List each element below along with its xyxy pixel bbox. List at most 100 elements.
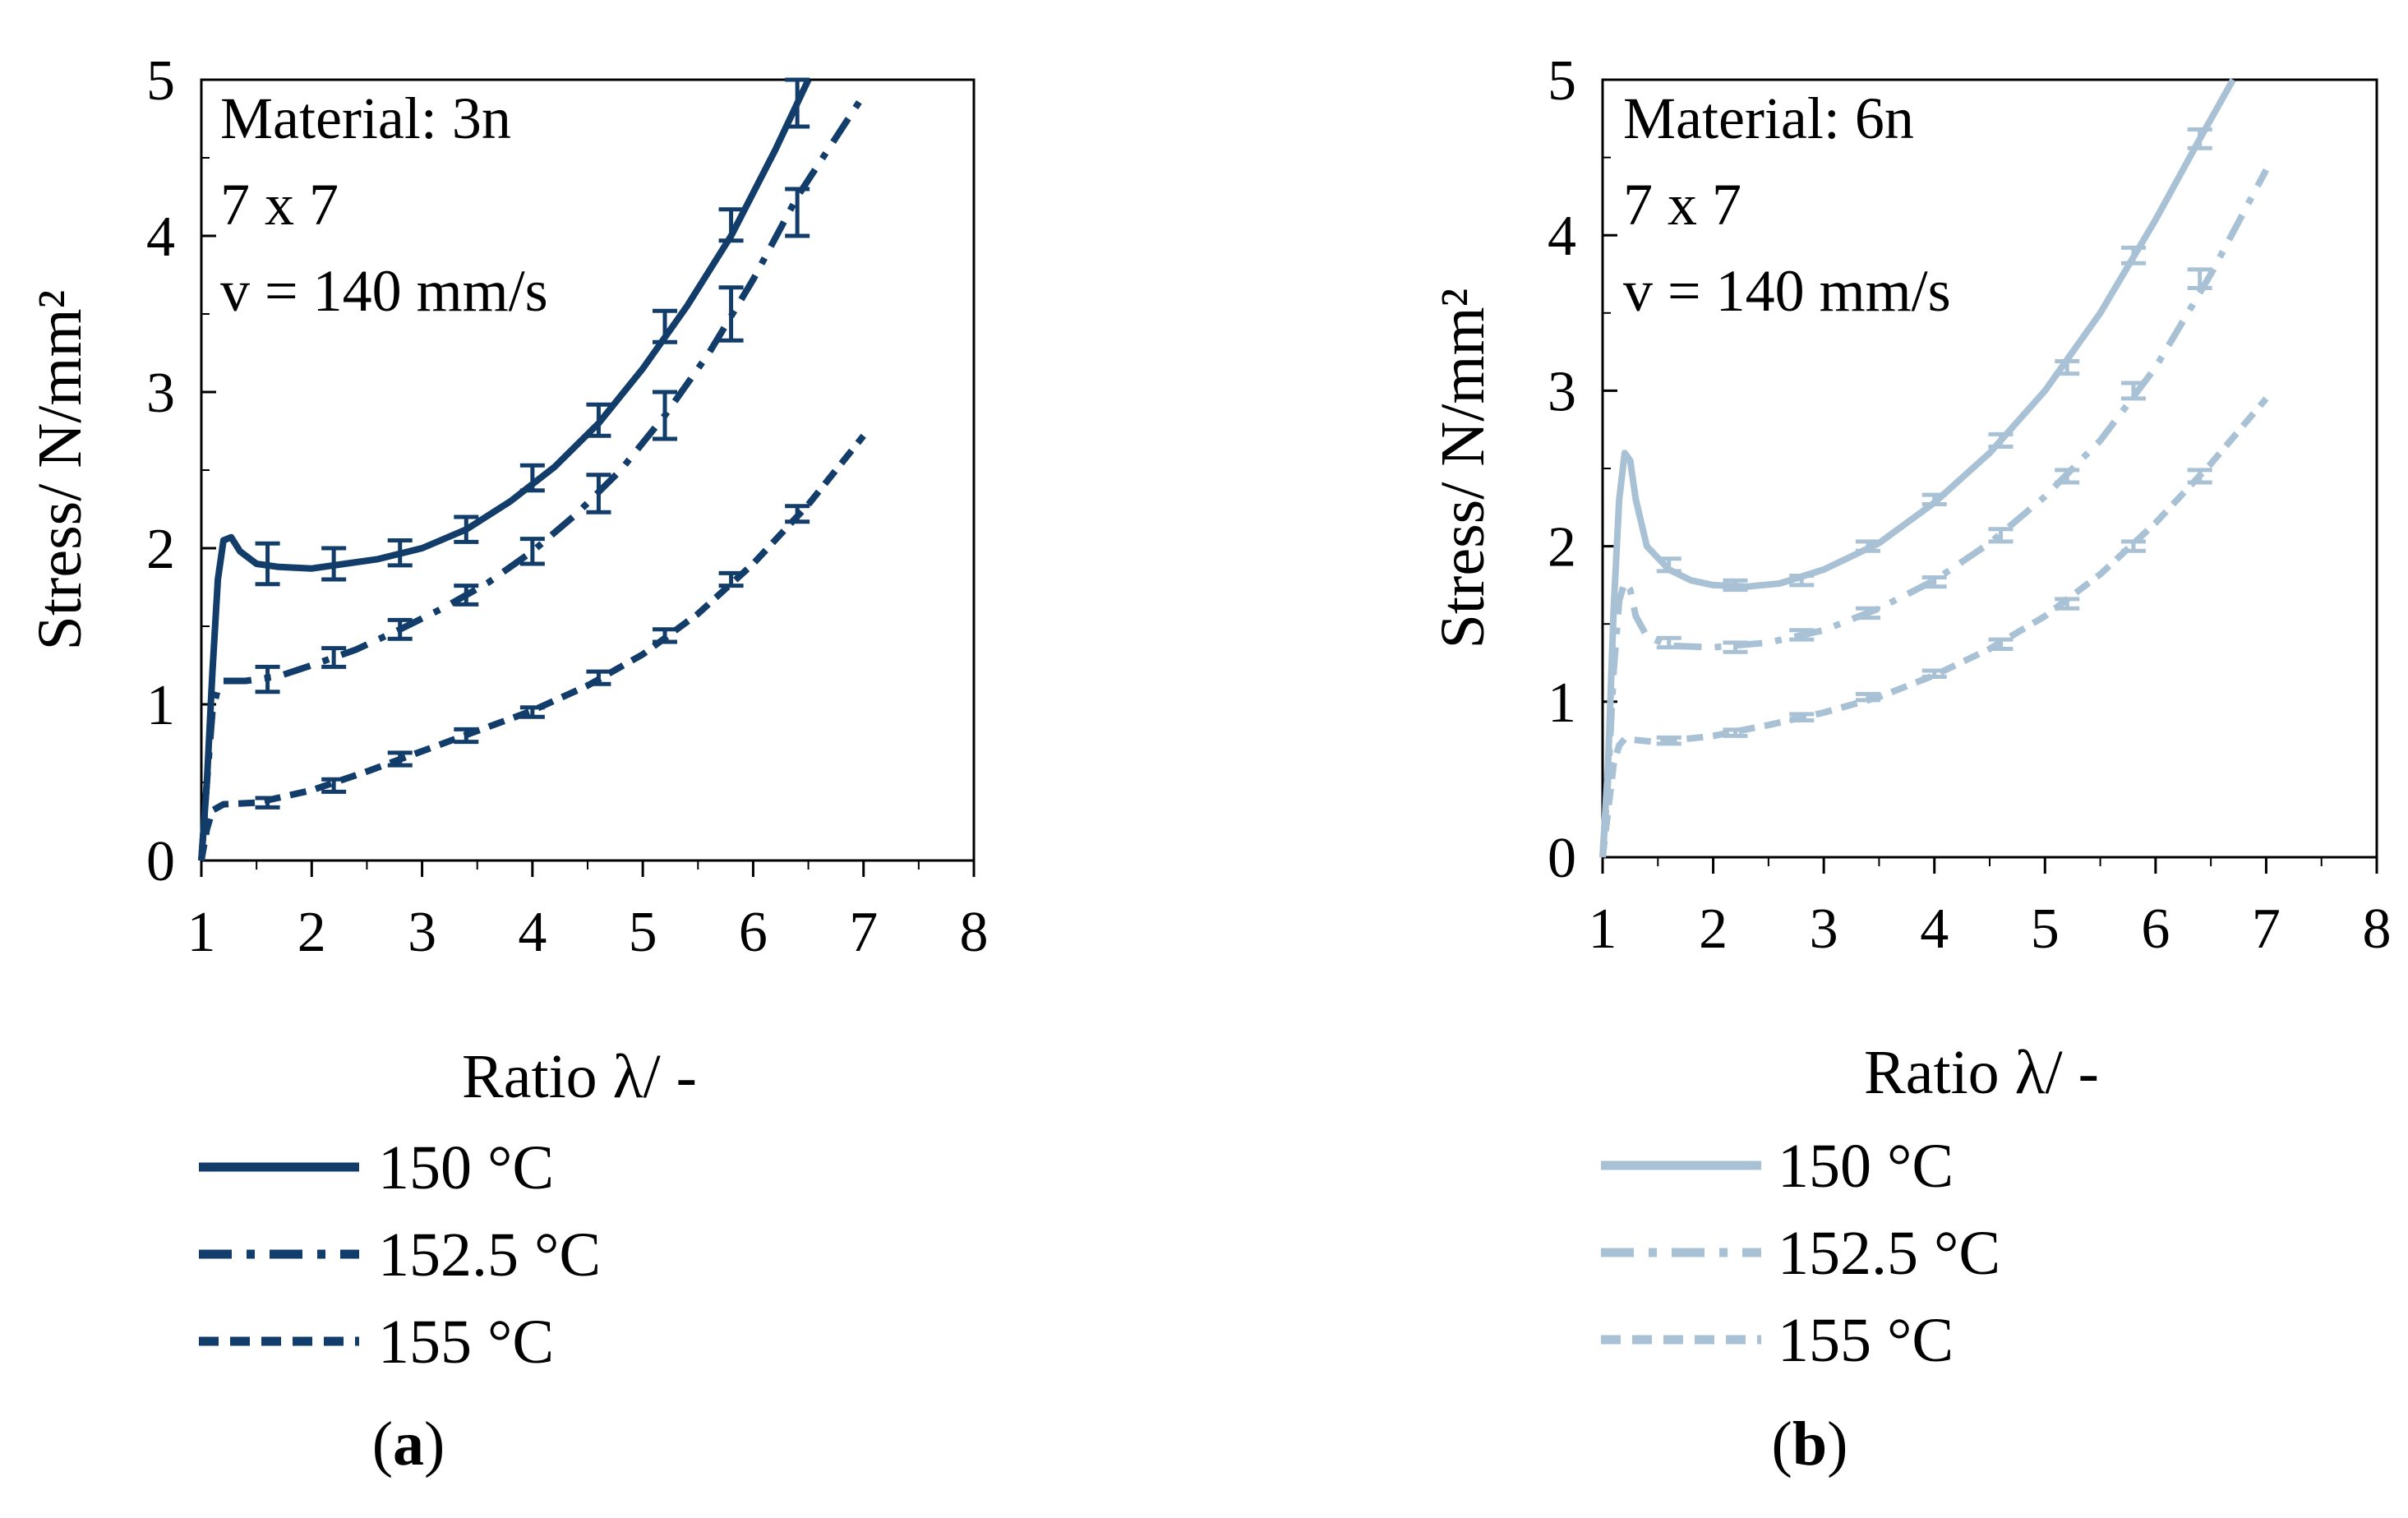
error-bar	[2120, 245, 2146, 265]
error-bar	[2187, 468, 2212, 485]
x-tick-label: 6	[2141, 897, 2170, 961]
error-bar	[321, 546, 347, 582]
error-bar	[2055, 358, 2080, 376]
x-tick-label: 1	[187, 901, 216, 964]
x-tick-label: 5	[629, 901, 657, 964]
series-line-dashdot	[1599, 168, 2269, 858]
error-bar	[1921, 668, 1947, 680]
error-bar	[2055, 468, 2080, 485]
error-bar	[1855, 606, 1880, 621]
x-tick-label: 4	[1920, 897, 1949, 961]
y-tick-label: 0	[1548, 827, 1576, 890]
error-bar	[321, 646, 347, 669]
panel-caption: (b)	[1772, 1410, 1848, 1479]
x-tick-label: 2	[298, 901, 326, 964]
legend-label: 155 °C	[1778, 1306, 1954, 1375]
error-bar	[653, 308, 677, 344]
error-bar	[2055, 597, 2080, 611]
error-bar	[2187, 267, 2212, 291]
legend-label: 150 °C	[1778, 1132, 1954, 1201]
error-bar	[586, 669, 611, 686]
x-axis-label: Ratio λ/ -	[1864, 1038, 2099, 1107]
error-bar	[1656, 735, 1681, 746]
annotation-text: Material: 3n	[220, 85, 511, 151]
error-bar	[1855, 691, 1880, 703]
error-bar	[1789, 628, 1815, 642]
error-bar	[387, 750, 413, 768]
y-axis-label: Stress/ N/mm²	[25, 290, 95, 651]
error-bar	[1723, 727, 1748, 738]
annotation-text: v = 140 mm/s	[220, 258, 548, 324]
y-tick-label: 2	[146, 518, 175, 581]
y-tick-label: 3	[146, 362, 175, 425]
error-bar	[519, 463, 545, 493]
error-bar	[454, 727, 479, 745]
x-axis-label: Ratio λ/ -	[462, 1042, 697, 1111]
error-bar	[2120, 381, 2146, 401]
x-tick-label: 3	[408, 901, 436, 964]
error-bar	[785, 187, 810, 238]
x-tick-label: 5	[2031, 897, 2060, 961]
y-tick-label: 3	[1548, 360, 1576, 423]
legend-label: 150 °C	[378, 1133, 554, 1202]
error-bar	[2120, 539, 2146, 553]
error-bar	[653, 390, 677, 441]
error-bar	[2187, 127, 2212, 150]
error-bar	[255, 541, 280, 587]
y-tick-label: 5	[1548, 49, 1576, 113]
error-bar	[1921, 574, 1947, 589]
error-bar	[718, 207, 744, 243]
error-bar	[1723, 578, 1748, 593]
error-bar	[321, 777, 347, 794]
x-tick-label: 2	[1699, 897, 1728, 961]
legend-label: 152.5 °C	[1778, 1219, 2000, 1288]
legend-label: 155 °C	[378, 1308, 554, 1377]
annotation-text: 7 x 7	[220, 172, 339, 238]
error-bar	[1656, 556, 1681, 574]
error-bar	[718, 570, 744, 588]
y-axis-label: Stress/ N/mm²	[1428, 288, 1497, 649]
series-line-dashed	[198, 433, 866, 861]
y-tick-label: 1	[1548, 671, 1576, 735]
series-line-dashed	[1599, 396, 2269, 858]
error-bar	[1656, 635, 1681, 650]
error-bar	[586, 473, 611, 514]
error-bar	[1789, 712, 1815, 723]
error-bar	[519, 537, 545, 566]
error-bar	[1855, 539, 1880, 553]
error-bar	[387, 617, 413, 641]
y-tick-label: 5	[146, 49, 175, 113]
error-bar	[1988, 527, 2014, 544]
x-tick-label: 4	[518, 901, 547, 964]
annotation-text: Material: 6n	[1623, 85, 1914, 151]
error-bar	[785, 77, 810, 129]
x-tick-label: 6	[739, 901, 768, 964]
y-tick-label: 4	[1548, 205, 1576, 268]
x-tick-label: 1	[1589, 897, 1617, 961]
error-bar	[1988, 637, 2014, 651]
x-tick-label: 7	[849, 901, 878, 964]
y-tick-label: 4	[146, 205, 175, 269]
error-bar	[454, 584, 479, 607]
x-tick-label: 7	[2252, 897, 2281, 961]
error-bar	[519, 705, 545, 719]
series-line-solid	[1599, 78, 2236, 858]
error-bar	[387, 538, 413, 568]
legend-label: 152.5 °C	[378, 1220, 601, 1290]
error-bar	[1723, 640, 1748, 654]
error-bar	[1789, 574, 1815, 588]
error-bar	[718, 285, 744, 343]
x-tick-label: 8	[2363, 897, 2392, 961]
error-bar	[255, 664, 280, 694]
error-bar	[1921, 492, 1947, 507]
error-bar	[653, 627, 677, 644]
error-bar	[1988, 431, 2014, 450]
y-tick-label: 0	[146, 830, 175, 893]
error-bar	[586, 402, 611, 438]
y-tick-label: 2	[1548, 516, 1576, 579]
annotation-text: v = 140 mm/s	[1623, 258, 1951, 324]
error-bar	[454, 514, 479, 544]
